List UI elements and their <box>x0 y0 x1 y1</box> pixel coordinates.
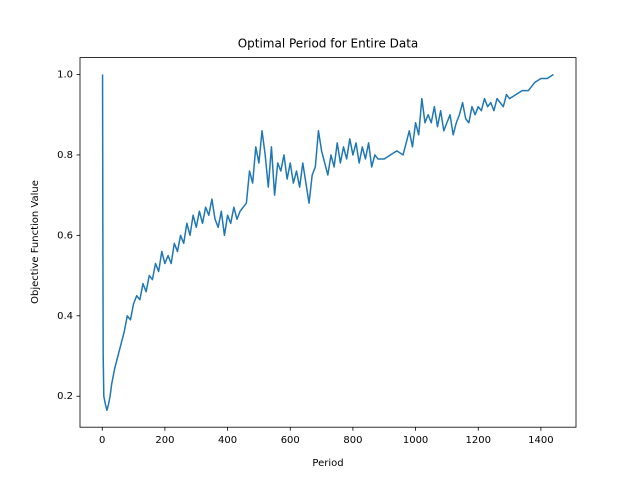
y-tick-label: 0.6 <box>57 230 73 241</box>
x-tick-label: 1400 <box>528 435 553 446</box>
x-tick-label: 800 <box>343 435 362 446</box>
y-tick-label: 0.4 <box>57 311 73 322</box>
x-tick-label: 400 <box>218 435 237 446</box>
axes-frame <box>79 57 577 428</box>
x-tick-label: 0 <box>99 435 105 446</box>
x-axis-label: Period <box>312 458 343 469</box>
y-axis-label: Objective Function Value <box>30 180 41 304</box>
y-tick-label: 0.2 <box>57 391 73 402</box>
chart-title: Optimal Period for Entire Data <box>238 37 419 51</box>
x-tick-label: 1000 <box>403 435 428 446</box>
x-tick-label: 200 <box>155 435 174 446</box>
data-line <box>101 73 554 412</box>
x-tick-label: 600 <box>281 435 300 446</box>
y-tick-label: 1.0 <box>57 69 73 80</box>
x-tick-label: 1200 <box>466 435 491 446</box>
y-tick-label: 0.8 <box>57 150 73 161</box>
